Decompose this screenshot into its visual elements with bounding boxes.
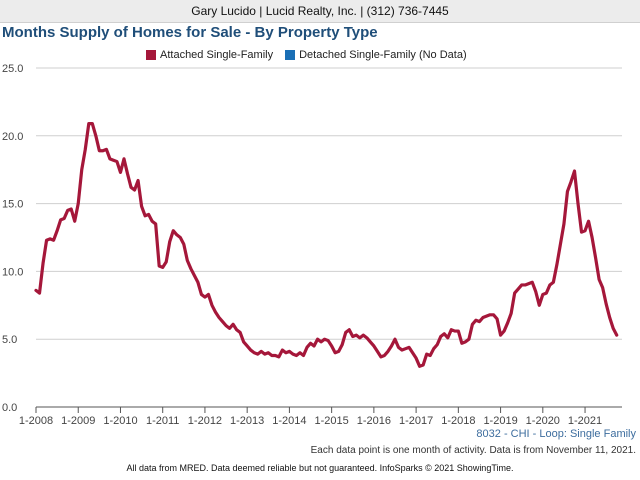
x-tick-label: 1-2017 bbox=[399, 415, 433, 427]
chart-title: Months Supply of Homes for Sale - By Pro… bbox=[2, 24, 378, 41]
chart-subnote: 8032 - CHI - Loop: Single Family bbox=[476, 428, 636, 440]
y-tick-label: 10.0 bbox=[2, 266, 23, 278]
x-tick-label: 1-2018 bbox=[441, 415, 475, 427]
legend-swatch-attached bbox=[146, 50, 156, 60]
header-text: Gary Lucido | Lucid Realty, Inc. | (312)… bbox=[191, 4, 449, 18]
y-tick-label: 25.0 bbox=[2, 63, 23, 75]
x-tick-label: 1-2013 bbox=[230, 415, 264, 427]
y-tick-label: 5.0 bbox=[2, 334, 17, 346]
x-tick-label: 1-2015 bbox=[315, 415, 349, 427]
legend-label-attached: Attached Single-Family bbox=[160, 49, 274, 61]
series-line-attached-single-family bbox=[34, 121, 619, 368]
x-tick-label: 1-2014 bbox=[272, 415, 306, 427]
data-note: Each data point is one month of activity… bbox=[310, 445, 636, 456]
legend-item-detached[interactable]: Detached Single-Family (No Data) bbox=[285, 49, 467, 61]
header-bar: Gary Lucido | Lucid Realty, Inc. | (312)… bbox=[0, 0, 640, 23]
x-tick-label: 1-2011 bbox=[146, 415, 179, 427]
x-tick-label: 1-2019 bbox=[483, 415, 517, 427]
x-tick-label: 1-2020 bbox=[526, 415, 560, 427]
x-tick-label: 1-2016 bbox=[357, 415, 391, 427]
x-tick-label: 1-2012 bbox=[188, 415, 222, 427]
footer-text: All data from MRED. Data deemed reliable… bbox=[126, 463, 514, 473]
x-tick-label: 1-2008 bbox=[19, 415, 53, 427]
y-tick-label: 15.0 bbox=[2, 199, 23, 211]
y-tick-label: 0.0 bbox=[2, 402, 17, 414]
legend-swatch-detached bbox=[285, 50, 296, 60]
x-tick-label: 1-2021 bbox=[568, 415, 602, 427]
legend: Attached Single-Family Detached Single-F… bbox=[146, 49, 479, 61]
legend-item-attached[interactable]: Attached Single-Family bbox=[146, 49, 273, 61]
x-tick-label: 1-2010 bbox=[103, 415, 137, 427]
x-tick-label: 1-2009 bbox=[61, 415, 95, 427]
y-tick-label: 20.0 bbox=[2, 131, 23, 143]
legend-label-detached: Detached Single-Family (No Data) bbox=[299, 49, 467, 61]
